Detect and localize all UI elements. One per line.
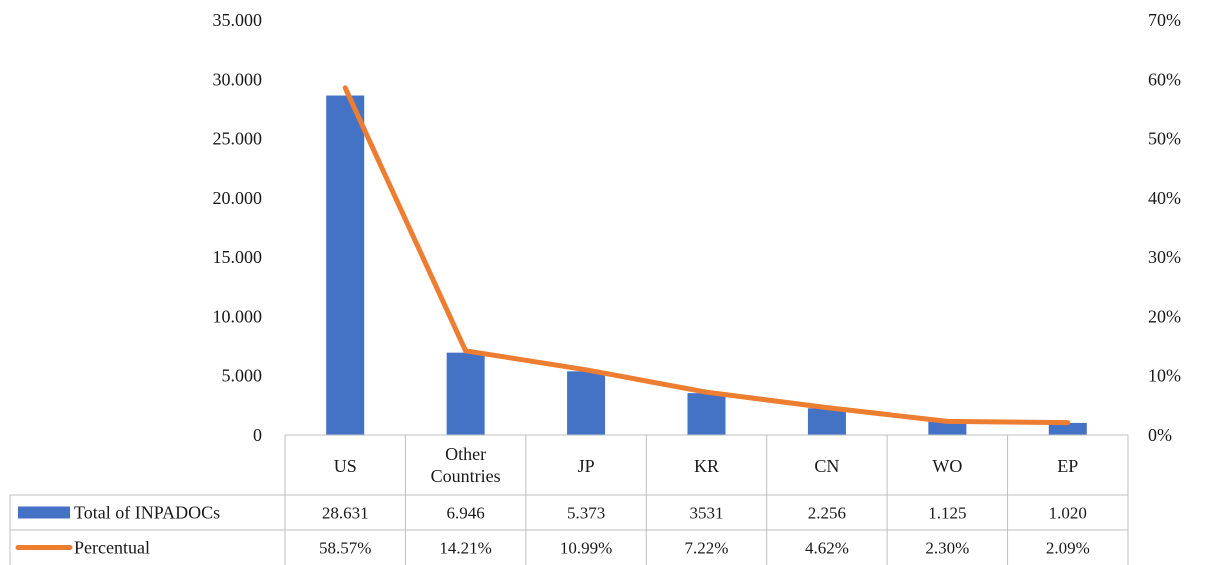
y-axis-tick-label: 25.000 <box>213 129 263 149</box>
y-axis-tick-label: 30.000 <box>213 69 263 89</box>
y-axis-tick-label: 35.000 <box>213 10 263 30</box>
y-axis-tick-label: 15.000 <box>213 247 263 267</box>
x-axis-category-label: JP <box>578 456 595 476</box>
data-label: 3531 <box>690 504 724 523</box>
x-axis-category-label: US <box>334 456 357 476</box>
bar <box>326 95 365 436</box>
y2-axis-tick-label: 40% <box>1148 188 1181 208</box>
legend-label: Total of INPADOCs <box>74 503 220 523</box>
bar <box>687 393 726 435</box>
y2-axis-tick-label: 10% <box>1148 366 1181 386</box>
data-label: 58.57% <box>319 539 371 558</box>
data-label: 5.373 <box>567 504 605 523</box>
y2-axis-tick-label: 30% <box>1148 247 1181 267</box>
data-label: 28.631 <box>322 504 369 523</box>
bar <box>928 421 967 435</box>
bar <box>446 352 485 435</box>
data-label: 14.21% <box>439 539 491 558</box>
x-axis-category-label: KR <box>694 456 719 476</box>
legend-label: Percentual <box>74 538 150 558</box>
y-axis-tick-label: 20.000 <box>213 188 263 208</box>
legend-swatch-bar <box>18 506 70 519</box>
y-axis-tick-label: 5.000 <box>222 366 263 386</box>
data-label: 2.256 <box>808 504 846 523</box>
y2-axis-tick-label: 60% <box>1148 69 1181 89</box>
data-label: 6.946 <box>447 504 485 523</box>
data-label: 4.62% <box>805 539 849 558</box>
data-label: 1.020 <box>1049 504 1087 523</box>
line-series <box>342 85 1071 426</box>
data-label: 2.09% <box>1046 539 1090 558</box>
y2-axis-tick-label: 0% <box>1148 425 1172 445</box>
x-axis-category-label: WO <box>932 456 962 476</box>
x-axis-category-label: Other Countries <box>431 444 501 486</box>
data-label: 10.99% <box>560 539 612 558</box>
bar <box>807 408 846 435</box>
data-label: 7.22% <box>685 539 729 558</box>
y2-axis-tick-label: 20% <box>1148 306 1181 326</box>
y-axis-tick-label: 0 <box>253 425 262 445</box>
x-axis-category-label: CN <box>814 456 839 476</box>
y2-axis-tick-label: 70% <box>1148 10 1181 30</box>
data-label: 1.125 <box>928 504 966 523</box>
bar <box>567 371 606 435</box>
bar <box>1048 422 1087 435</box>
x-axis-category-label: EP <box>1057 456 1078 476</box>
data-label: 2.30% <box>925 539 969 558</box>
y-axis-tick-label: 10.000 <box>213 306 263 326</box>
y2-axis-tick-label: 50% <box>1148 129 1181 149</box>
